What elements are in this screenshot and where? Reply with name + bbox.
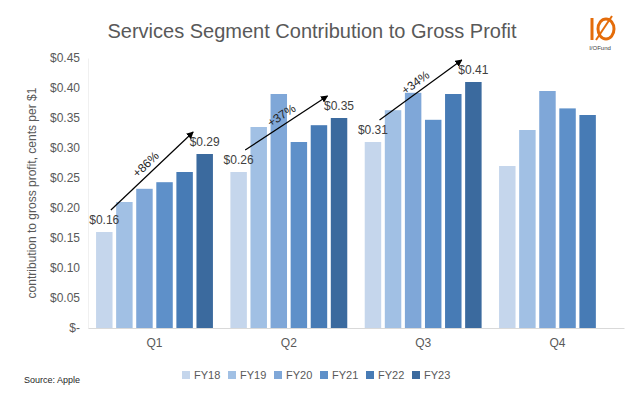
x-tick-label: Q4 [549, 336, 565, 350]
y-tick-label: $0.25 [50, 171, 80, 185]
y-tick-label: $0.40 [50, 81, 80, 95]
legend-swatch [366, 371, 374, 379]
legend-item: FY22 [366, 369, 404, 381]
x-tick-label: Q1 [146, 336, 162, 350]
annotation-arrow [245, 96, 327, 150]
chart: Services Segment Contribution to Gross P… [0, 0, 640, 408]
y-tick: $0.15 [50, 231, 88, 245]
y-tick-label: $0.20 [50, 201, 80, 215]
annotation-arrow [380, 60, 462, 120]
data-label: $0.26 [224, 153, 254, 167]
y-tick-label: $0.15 [50, 231, 80, 245]
y-tick: $0.10 [50, 261, 88, 275]
annotation-text: +34% [399, 68, 433, 98]
legend-swatch [412, 371, 420, 379]
y-tick: $0.35 [50, 111, 88, 125]
logo: I/OFund [589, 16, 614, 51]
data-label: $0.31 [358, 123, 388, 137]
title: Services Segment Contribution to Gross P… [107, 20, 517, 42]
legend-label: FY20 [286, 369, 312, 381]
y-tick: $0.05 [50, 291, 88, 305]
bar [156, 182, 172, 328]
y-tick: $0.45 [50, 51, 88, 65]
annotation-text: +37% [265, 101, 299, 130]
y-tick: $0.30 [50, 141, 88, 155]
data-label: $0.29 [190, 135, 220, 149]
x-tick-label: Q3 [415, 336, 431, 350]
y-tick-label: $0.05 [50, 291, 80, 305]
annotation-arrow [111, 132, 193, 210]
y-tick: $- [69, 321, 88, 335]
bar [365, 142, 381, 328]
legend-label: FY23 [424, 369, 450, 381]
data-labels: $0.16 $0.26 $0.31 $0.29 $0.35 $0.41 [89, 63, 488, 227]
y-tick: $0.40 [50, 81, 88, 95]
legend-label: FY19 [240, 369, 266, 381]
bar [230, 172, 246, 328]
y-tick-label: $0.10 [50, 261, 80, 275]
annotations: +86% +37% +34% [111, 60, 462, 210]
legend: FY18 FY19 FY20 FY21 FY22 FY23 [182, 369, 450, 381]
bar [519, 130, 535, 328]
bar [559, 108, 575, 328]
x-tick: Q2 [281, 328, 297, 350]
y-axis-line [88, 59, 89, 329]
logo-mark [591, 18, 594, 40]
y-tick: $0.25 [50, 171, 88, 185]
bar [311, 125, 327, 328]
bar [465, 82, 481, 328]
legend-swatch [274, 371, 282, 379]
y-axis-title: contribution to gross profit, cents per … [25, 87, 39, 298]
y-tick-label: $- [69, 321, 80, 335]
y-tick: $0.20 [50, 201, 88, 215]
y-tick-label: $0.30 [50, 141, 80, 155]
legend-item: FY23 [412, 369, 450, 381]
y-tick-label: $0.45 [50, 51, 80, 65]
legend-label: FY22 [378, 369, 404, 381]
x-tick-label: Q2 [281, 336, 297, 350]
logo-text: I/OFund [589, 45, 611, 51]
plot: $-$0.05$0.10$0.15$0.20$0.25$0.30$0.35$0.… [50, 51, 625, 349]
legend-swatch [320, 371, 328, 379]
legend-swatch [182, 371, 190, 379]
bar [136, 189, 152, 328]
data-label: $0.16 [89, 213, 119, 227]
bar [331, 118, 347, 328]
bar [96, 232, 112, 328]
x-axis: Q1 Q2 Q3 Q4 [89, 328, 625, 350]
legend-label: FY18 [194, 369, 220, 381]
x-tick: Q1 [146, 328, 162, 350]
y-tick-label: $0.35 [50, 111, 80, 125]
bars [96, 82, 596, 328]
bar [385, 110, 401, 328]
bar [499, 166, 515, 328]
x-tick: Q3 [415, 328, 431, 350]
data-label: $0.41 [458, 63, 488, 77]
data-label: $0.35 [324, 99, 354, 113]
bar [425, 120, 441, 328]
legend-item: FY20 [274, 369, 312, 381]
annotation-text: +86% [130, 148, 162, 180]
logo-mark [596, 16, 612, 40]
source: Source: Apple [24, 375, 80, 385]
logo-mark [598, 19, 614, 39]
legend-item: FY18 [182, 369, 220, 381]
legend-label: FY21 [332, 369, 358, 381]
legend-item: FY19 [228, 369, 266, 381]
bar [579, 115, 595, 328]
bar [196, 154, 212, 328]
x-axis-line [89, 328, 625, 329]
legend-swatch [228, 371, 236, 379]
bar [539, 91, 555, 328]
bar [405, 93, 421, 328]
y-axis: $- $0.05 $0.10 $0.15 $0.20 $0.25 $0.30 $0.35 $0.… [50, 51, 89, 335]
x-tick: Q4 [549, 328, 565, 350]
bar [291, 142, 307, 328]
bar [445, 94, 461, 328]
bar [176, 172, 192, 328]
legend-item: FY21 [320, 369, 358, 381]
